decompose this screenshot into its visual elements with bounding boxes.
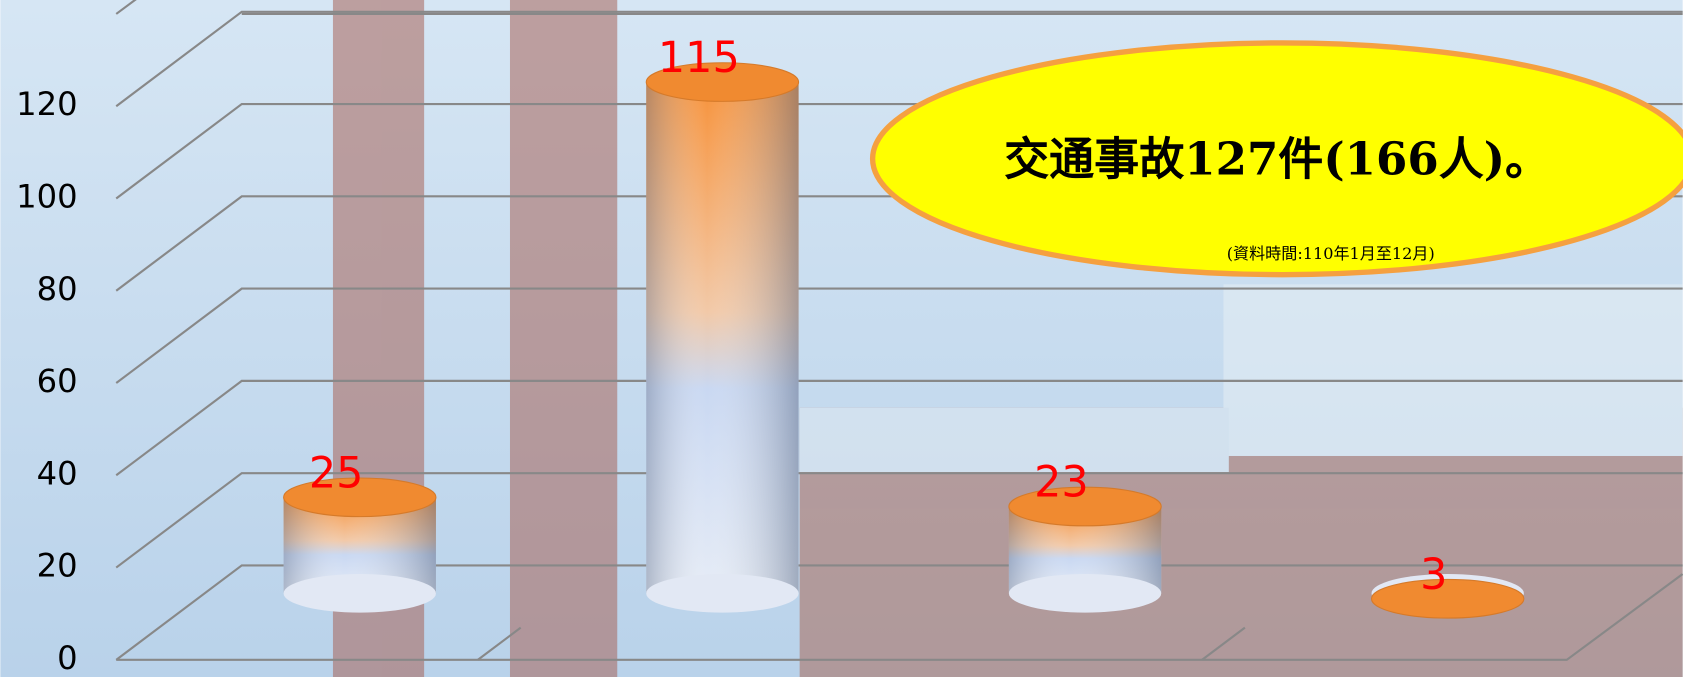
bar: [1370, 574, 1525, 619]
bar-bottom: [283, 574, 436, 613]
y-tick-label: 40: [37, 454, 78, 492]
grid-line: [115, 564, 1683, 661]
value-label: 23: [1034, 458, 1089, 508]
y-tick-label: 120: [16, 85, 77, 123]
bar: [645, 62, 800, 613]
bar-shade: [646, 82, 799, 594]
value-label: 115: [658, 33, 740, 83]
y-tick-label: 60: [37, 362, 78, 400]
value-label: 25: [309, 448, 364, 498]
grid-line: [115, 379, 1683, 477]
bar: [1008, 486, 1162, 613]
bar-bottom: [1008, 574, 1162, 613]
callout-title: 交通事故127件(166人)。: [1004, 133, 1550, 186]
grid-line: [115, 287, 1683, 384]
bar-top: [283, 477, 437, 518]
bar-top: [1370, 578, 1525, 619]
grid-line: [115, 472, 1683, 569]
floor-edge: [116, 573, 1683, 661]
value-label: 3: [1420, 550, 1447, 600]
grid-line: [115, 10, 1683, 108]
background-buildings: [332, 0, 1683, 677]
bar-top: [645, 62, 800, 102]
y-tick-label: 20: [37, 547, 78, 585]
y-tick-label: 100: [16, 177, 77, 215]
y-tick-label: 0: [57, 639, 77, 677]
callout: [870, 40, 1683, 278]
floor-divider: [477, 626, 522, 661]
callout-note: (資料時間:110年1月至12月): [1227, 244, 1435, 263]
bar-bottom: [646, 574, 799, 613]
bar: [283, 477, 437, 613]
floor-divider: [1201, 626, 1246, 661]
y-tick-label: 80: [37, 270, 78, 308]
bar-top: [1008, 486, 1162, 527]
